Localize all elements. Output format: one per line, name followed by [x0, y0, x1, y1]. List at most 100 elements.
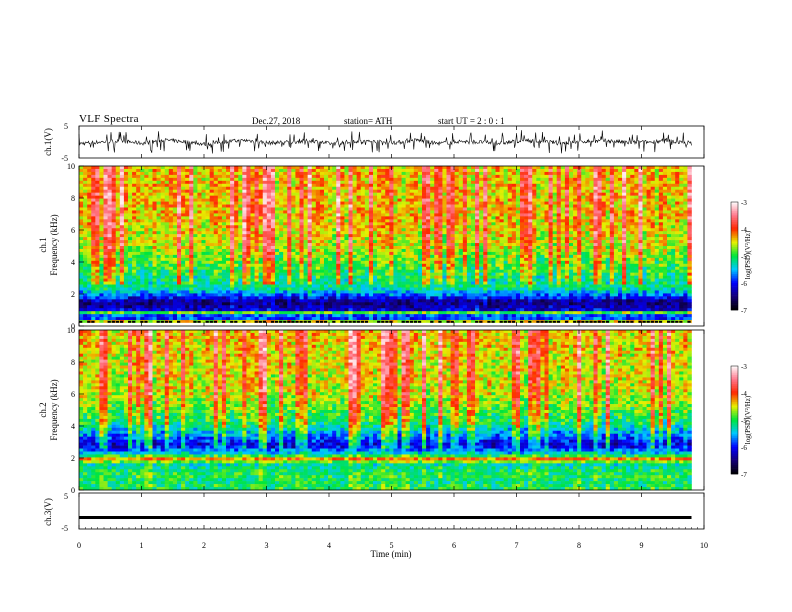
ch1-spectrogram-cell [373, 204, 378, 208]
ch1-spectrogram-cell [87, 308, 92, 312]
ch1-spectrogram-cell [381, 180, 386, 185]
ch1-spectrogram-cell [364, 287, 370, 291]
ch1-spectrogram-cell [205, 269, 210, 273]
ch1-spectrogram-cell [279, 293, 284, 297]
ch1-spectrogram-cell [119, 308, 125, 312]
ch1-spectrogram-cell [156, 278, 161, 282]
ch1-spectrogram-cell [266, 320, 272, 324]
ch1-spectrogram-cell [107, 177, 112, 182]
ch1-spectrogram-cell [217, 320, 223, 324]
ch1-spectrogram-cell [234, 240, 239, 244]
ch1-spectrogram-cell [409, 269, 415, 273]
ch1-spectrogram-cell [103, 263, 108, 268]
ch1-spectrogram-cell [234, 299, 239, 303]
ch1-spectrogram-cell [160, 177, 166, 182]
ch1-spectrogram-cell [115, 195, 121, 199]
ch1-spectrogram-cell [156, 240, 161, 244]
ch1-spectrogram-cell [209, 171, 215, 176]
ch1-spectrogram-cell [238, 246, 243, 250]
ch1-spectrogram-cell [287, 225, 292, 229]
ch1-spectrogram-cell [172, 204, 178, 208]
ch1-spectrogram-cell [352, 195, 357, 199]
ch1-spectrogram-cell [87, 311, 92, 315]
ch1-spectrogram-cell [270, 281, 276, 285]
ch1-spectrogram-cell [303, 231, 308, 235]
ch1-spectrogram-cell [332, 243, 337, 247]
ch1-spectrogram-cell [401, 201, 406, 205]
ch1-spectrogram-cell [128, 251, 133, 256]
ch1-spectrogram-cell [377, 314, 382, 318]
ch1-spectrogram-cell [458, 213, 464, 217]
ch1-spectrogram-cell [360, 177, 366, 182]
ch1-spectrogram-cell [107, 219, 112, 223]
ch1-spectrogram-cell [413, 183, 419, 188]
ch1-spectrogram-cell [275, 311, 280, 315]
ch1-spectrogram-cell [115, 257, 121, 262]
ch1-spectrogram-cell [430, 216, 435, 220]
ch1-spectrogram-cell [99, 177, 104, 182]
ch1-spectrogram-cell [99, 317, 104, 321]
ch1-spectrogram-cell [160, 204, 166, 208]
ch1-spectrogram-cell [381, 302, 386, 306]
ch1-spectrogram-cell [344, 240, 349, 244]
ch1-spectrogram-cell [299, 198, 304, 202]
ch1-spectrogram-cell [79, 308, 84, 312]
ch1-spectrogram-cell [270, 234, 276, 238]
ch1-spectrogram-cell [262, 243, 268, 247]
ch1-spectrogram-cell [332, 210, 337, 214]
ch1-spectrogram-cell [458, 302, 464, 306]
ch1-spectrogram-cell [270, 246, 276, 250]
ch1-spectrogram-cell [221, 198, 227, 202]
ch1-spectrogram-cell [246, 166, 251, 170]
ch1-spectrogram-cell [205, 287, 210, 291]
ch1-spectrogram-cell [417, 299, 423, 303]
ch1-spectrogram-cell [303, 305, 308, 309]
ch1-spectrogram-cell [185, 246, 190, 250]
ch1-spectrogram-cell [181, 281, 186, 285]
ch1-spectrogram-cell [303, 257, 308, 262]
ch1-spectrogram-cell [348, 183, 353, 188]
ch1-spectrogram-cell [193, 269, 198, 273]
ch1-spectrogram-cell [83, 237, 88, 241]
ch1-spectrogram-cell [164, 243, 170, 247]
ch1-spectrogram-cell [373, 305, 378, 309]
ch1-spectrogram-cell [95, 243, 100, 247]
ch1-spectrogram-cell [426, 281, 431, 285]
ch1-spectrogram-cell [189, 266, 194, 270]
ch1-spectrogram-cell [434, 198, 439, 202]
ch1-spectrogram-cell [79, 281, 84, 285]
ch1-spectrogram-cell [291, 302, 296, 306]
ch1-spectrogram-cell [328, 305, 333, 309]
ch1-spectrogram-cell [246, 305, 251, 309]
ch1-spectrogram-cell [373, 314, 378, 318]
ch1-spectrogram-cell [458, 189, 464, 193]
ch1-spectrogram-cell [364, 192, 370, 196]
ch1-spectrogram-cell [144, 195, 149, 199]
ch1-spectrogram-cell [226, 296, 231, 300]
ch1-spectrogram-cell [385, 186, 390, 190]
ch1-spectrogram-cell [270, 317, 276, 321]
ch1-spectrogram-cell [336, 290, 341, 294]
ch1-spectrogram-cell [201, 225, 206, 229]
ch1-spectrogram-cell [95, 201, 100, 205]
ch1-spectrogram-cell [413, 284, 419, 288]
ch1-spectrogram-cell [111, 198, 117, 202]
ch1-spectrogram-cell [181, 314, 186, 318]
ch1-spectrogram-cell [197, 168, 202, 173]
ch1-spectrogram-cell [373, 281, 378, 285]
ch1-spectrogram-cell [287, 180, 292, 185]
ch1-spectrogram-cell [119, 222, 125, 226]
ch1-spectrogram-cell [295, 296, 300, 300]
ch1-spectrogram-cell [299, 305, 304, 309]
ch1-spectrogram-cell [307, 308, 313, 312]
ch1-spectrogram-cell [156, 186, 161, 190]
ch1-spectrogram-cell [319, 168, 325, 173]
ch1-spectrogram-cell [393, 305, 398, 309]
ch1-spectrogram-cell [389, 269, 394, 273]
ch1-spectrogram-cell [291, 186, 296, 190]
ch1-spectrogram-cell [332, 180, 337, 185]
ch1-spectrogram-cell [389, 177, 394, 182]
ch1-spectrogram-cell [209, 210, 215, 214]
ch1-spectrogram-cell [442, 266, 447, 270]
ch1-spectrogram-cell [107, 254, 112, 259]
